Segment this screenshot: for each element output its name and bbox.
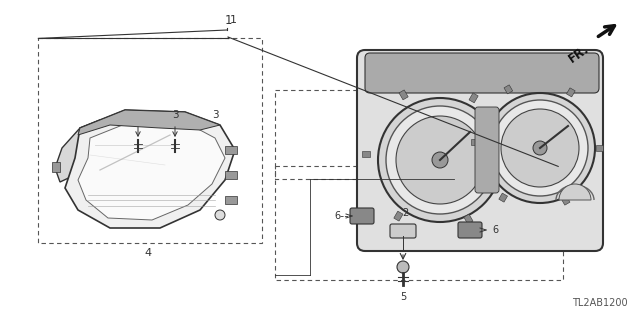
Bar — [499, 193, 508, 202]
Text: 3: 3 — [212, 110, 218, 120]
FancyBboxPatch shape — [475, 107, 499, 193]
Text: TL2AB1200: TL2AB1200 — [572, 298, 628, 308]
Text: FR.: FR. — [566, 42, 592, 65]
Circle shape — [492, 100, 588, 196]
Bar — [225, 171, 237, 179]
Text: 1: 1 — [224, 14, 232, 27]
Polygon shape — [65, 110, 235, 228]
Bar — [566, 88, 575, 97]
FancyBboxPatch shape — [458, 222, 482, 238]
Bar — [362, 151, 370, 157]
FancyBboxPatch shape — [365, 53, 599, 93]
Polygon shape — [78, 110, 220, 135]
Bar — [561, 196, 570, 205]
Bar — [504, 85, 513, 94]
Bar — [225, 146, 237, 154]
Circle shape — [501, 109, 579, 187]
Circle shape — [386, 106, 494, 214]
Bar — [394, 211, 403, 221]
Circle shape — [533, 141, 547, 155]
Wedge shape — [559, 184, 591, 200]
Text: 3: 3 — [172, 110, 179, 120]
Bar — [471, 139, 478, 145]
Text: 6: 6 — [492, 225, 498, 235]
Bar — [225, 196, 237, 204]
Polygon shape — [55, 120, 105, 182]
Text: 5: 5 — [400, 292, 406, 302]
Bar — [52, 162, 60, 172]
Bar — [596, 145, 603, 151]
FancyBboxPatch shape — [350, 208, 374, 224]
Bar — [275, 166, 563, 280]
Circle shape — [397, 261, 409, 273]
Circle shape — [432, 152, 448, 168]
Polygon shape — [78, 122, 225, 220]
Text: 4: 4 — [145, 248, 152, 258]
Bar — [399, 90, 408, 100]
Bar — [464, 214, 473, 224]
Circle shape — [378, 98, 502, 222]
Bar — [275, 90, 454, 179]
FancyBboxPatch shape — [390, 224, 416, 238]
Circle shape — [485, 93, 595, 203]
Circle shape — [215, 210, 225, 220]
Bar — [502, 157, 510, 163]
Text: 6: 6 — [334, 211, 340, 221]
Circle shape — [396, 116, 484, 204]
Bar — [38, 38, 262, 243]
FancyBboxPatch shape — [357, 50, 603, 251]
Text: 1: 1 — [230, 15, 237, 25]
Text: 2: 2 — [402, 208, 408, 218]
Bar — [469, 93, 478, 103]
